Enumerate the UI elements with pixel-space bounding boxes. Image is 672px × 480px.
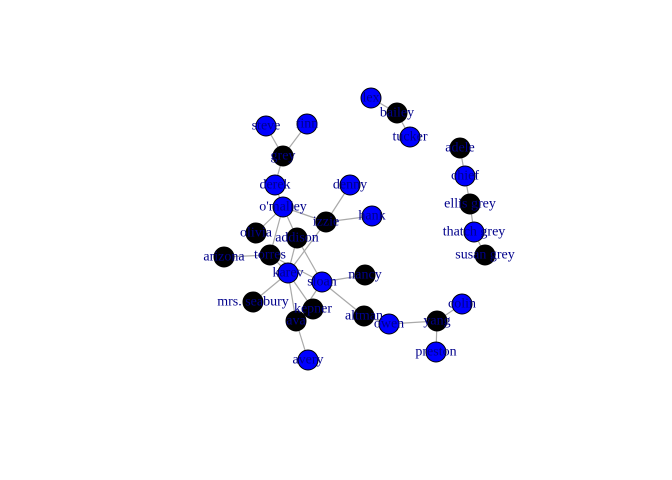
node-label-grey: grey xyxy=(271,149,296,164)
node-izzie xyxy=(315,211,337,233)
node-label-finn: finn xyxy=(296,117,319,132)
node-mrs_seabury xyxy=(242,291,264,313)
node-label-torres: torres xyxy=(254,248,286,263)
node-karev xyxy=(277,262,299,284)
node-grey xyxy=(272,145,294,167)
node-ellis_grey xyxy=(459,193,481,215)
node-label-olivia: olivia xyxy=(240,226,273,241)
node-label-altman: altman xyxy=(345,309,383,324)
node-label-arizona: arizona xyxy=(203,250,245,265)
node-label-sloan: sloan xyxy=(307,275,337,290)
edge-izzie-karev xyxy=(287,221,327,274)
node-yang xyxy=(426,310,448,332)
node-avery xyxy=(297,349,319,371)
node-label-susan_grey: susan grey xyxy=(455,248,515,263)
node-label-omalley: o'malley xyxy=(259,200,307,215)
node-nancy xyxy=(354,264,376,286)
node-hank xyxy=(361,205,383,227)
node-chief xyxy=(454,165,476,187)
node-owen xyxy=(378,313,400,335)
node-label-addison: addison xyxy=(275,231,319,246)
node-label-bailey: bailey xyxy=(380,106,414,121)
node-label-derek: derek xyxy=(259,178,290,193)
node-addison xyxy=(286,227,308,249)
node-label-tucker: tucker xyxy=(393,130,428,145)
node-steve xyxy=(255,115,277,137)
node-label-denny: denny xyxy=(333,178,367,193)
node-denny xyxy=(339,174,361,196)
node-preston xyxy=(425,341,447,363)
node-bailey xyxy=(386,102,408,124)
node-label-steve: steve xyxy=(252,119,281,134)
node-label-thatch_grey: thatch grey xyxy=(443,225,506,240)
node-ava xyxy=(285,310,307,332)
node-label-adele: adele xyxy=(445,141,475,156)
node-label-karev: karev xyxy=(272,266,303,281)
node-label-owen: owen xyxy=(374,317,404,332)
node-torres xyxy=(259,244,281,266)
node-label-izzie: izzie xyxy=(313,215,339,230)
node-label-kepner: kepner xyxy=(294,302,332,317)
node-label-lexie: lex xyxy=(362,91,379,106)
node-label-ava: ava xyxy=(286,314,306,329)
node-susan_grey xyxy=(474,244,496,266)
node-label-hank: hank xyxy=(358,209,385,224)
node-thatch_grey xyxy=(463,221,485,243)
node-colin xyxy=(451,293,473,315)
node-omalley xyxy=(272,196,294,218)
node-label-preston: preston xyxy=(415,345,456,360)
node-kepner xyxy=(302,298,324,320)
node-label-yang: yang xyxy=(423,314,450,329)
node-arizona xyxy=(213,246,235,268)
node-derek xyxy=(264,174,286,196)
node-label-nancy: nancy xyxy=(348,268,381,283)
node-olivia xyxy=(245,222,267,244)
node-label-mrs_seabury: mrs. seabury xyxy=(217,295,289,310)
node-sloan xyxy=(311,271,333,293)
node-altman xyxy=(353,305,375,327)
node-label-chief: chief xyxy=(451,169,479,184)
node-adele xyxy=(449,137,471,159)
node-finn xyxy=(296,113,318,135)
nodes-layer xyxy=(213,87,496,371)
node-label-colin: colin xyxy=(448,297,476,312)
node-lexie xyxy=(360,87,382,109)
node-label-ellis_grey: ellis grey xyxy=(444,197,496,212)
node-label-avery: avery xyxy=(292,353,323,368)
node-tucker xyxy=(399,126,421,148)
